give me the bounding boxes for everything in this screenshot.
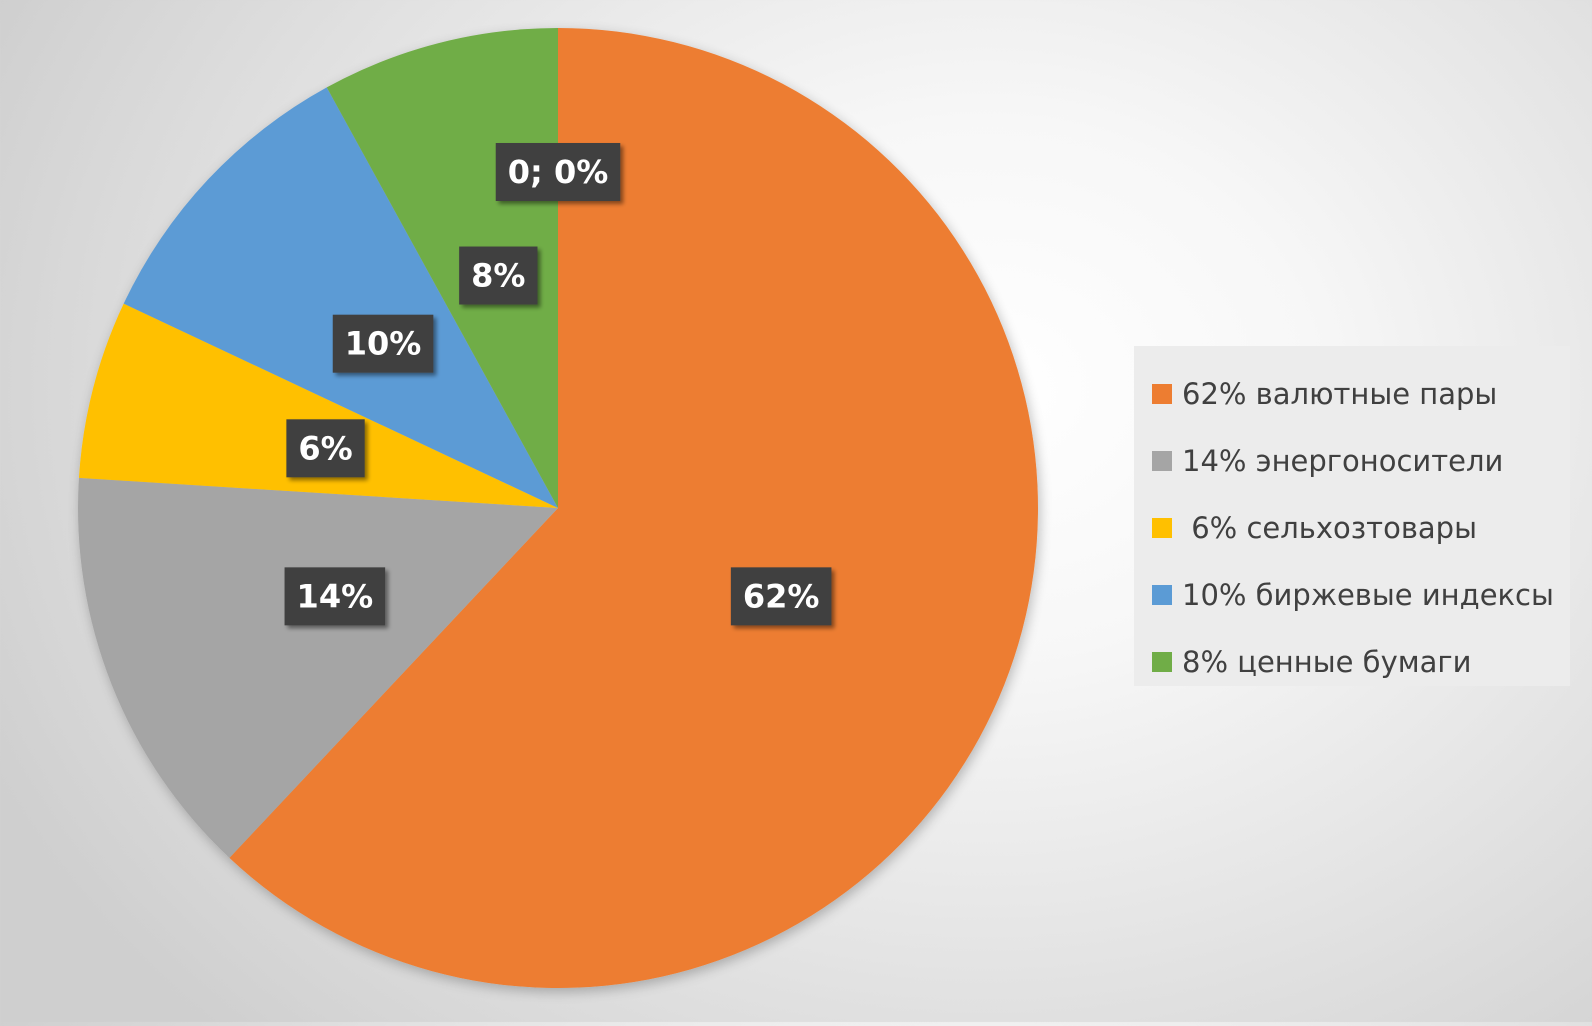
data-labels: 62% 14% 6% 10% 8% 0; 0% <box>284 143 832 626</box>
pie-slice-1 <box>78 477 558 858</box>
legend-label-4: 8% ценные бумаги <box>1182 644 1472 679</box>
legend-item-4: 8% ценные бумаги <box>1152 628 1570 695</box>
data-label-text-0: 62% <box>743 577 820 615</box>
data-label-2: 6% <box>286 419 365 478</box>
legend-item-0: 62% валютные пары <box>1152 360 1570 427</box>
legend-item-3: 10% биржевые индексы <box>1152 561 1570 628</box>
data-label-box-0 <box>730 567 832 626</box>
data-label-text-4: 8% <box>471 257 525 295</box>
data-label-4: 8% <box>459 246 538 305</box>
legend-label-0: 62% валютные пары <box>1182 376 1498 411</box>
data-label-box-5 <box>495 143 621 201</box>
pie-slices <box>78 27 1038 988</box>
data-label-1: 14% <box>284 567 386 626</box>
data-label-text-2: 6% <box>298 429 352 467</box>
legend-label-1: 14% энергоносители <box>1182 443 1504 478</box>
legend-item-1: 14% энергоносители <box>1152 427 1570 494</box>
data-label-text-5: 0; 0% <box>508 153 609 191</box>
data-label-box-1 <box>284 567 386 626</box>
legend-swatch-0 <box>1152 383 1172 404</box>
data-label-0: 62% <box>730 567 832 626</box>
legend-item-2: 6% сельхозтовары <box>1152 494 1570 561</box>
data-label-box-4 <box>459 246 538 305</box>
legend-swatch-3 <box>1152 584 1172 605</box>
pie-slice-0 <box>229 28 1038 988</box>
pie-slice-2 <box>78 303 558 508</box>
data-label-text-3: 10% <box>345 325 422 363</box>
data-label-box-3 <box>332 314 434 373</box>
pie-slice-3 <box>123 87 558 508</box>
data-label-text-1: 14% <box>297 577 374 615</box>
legend-swatch-2 <box>1152 517 1172 538</box>
data-label-5: 0; 0% <box>495 143 621 201</box>
legend-label-2: 6% сельхозтовары <box>1182 510 1477 545</box>
legend-swatch-1 <box>1152 450 1172 471</box>
data-label-3: 10% <box>332 314 434 373</box>
legend-swatch-4 <box>1152 651 1172 672</box>
legend: 62% валютные пары 14% энергоносители 6% с… <box>1134 346 1570 686</box>
legend-label-3: 10% биржевые индексы <box>1182 577 1554 612</box>
data-label-box-2 <box>286 419 365 478</box>
